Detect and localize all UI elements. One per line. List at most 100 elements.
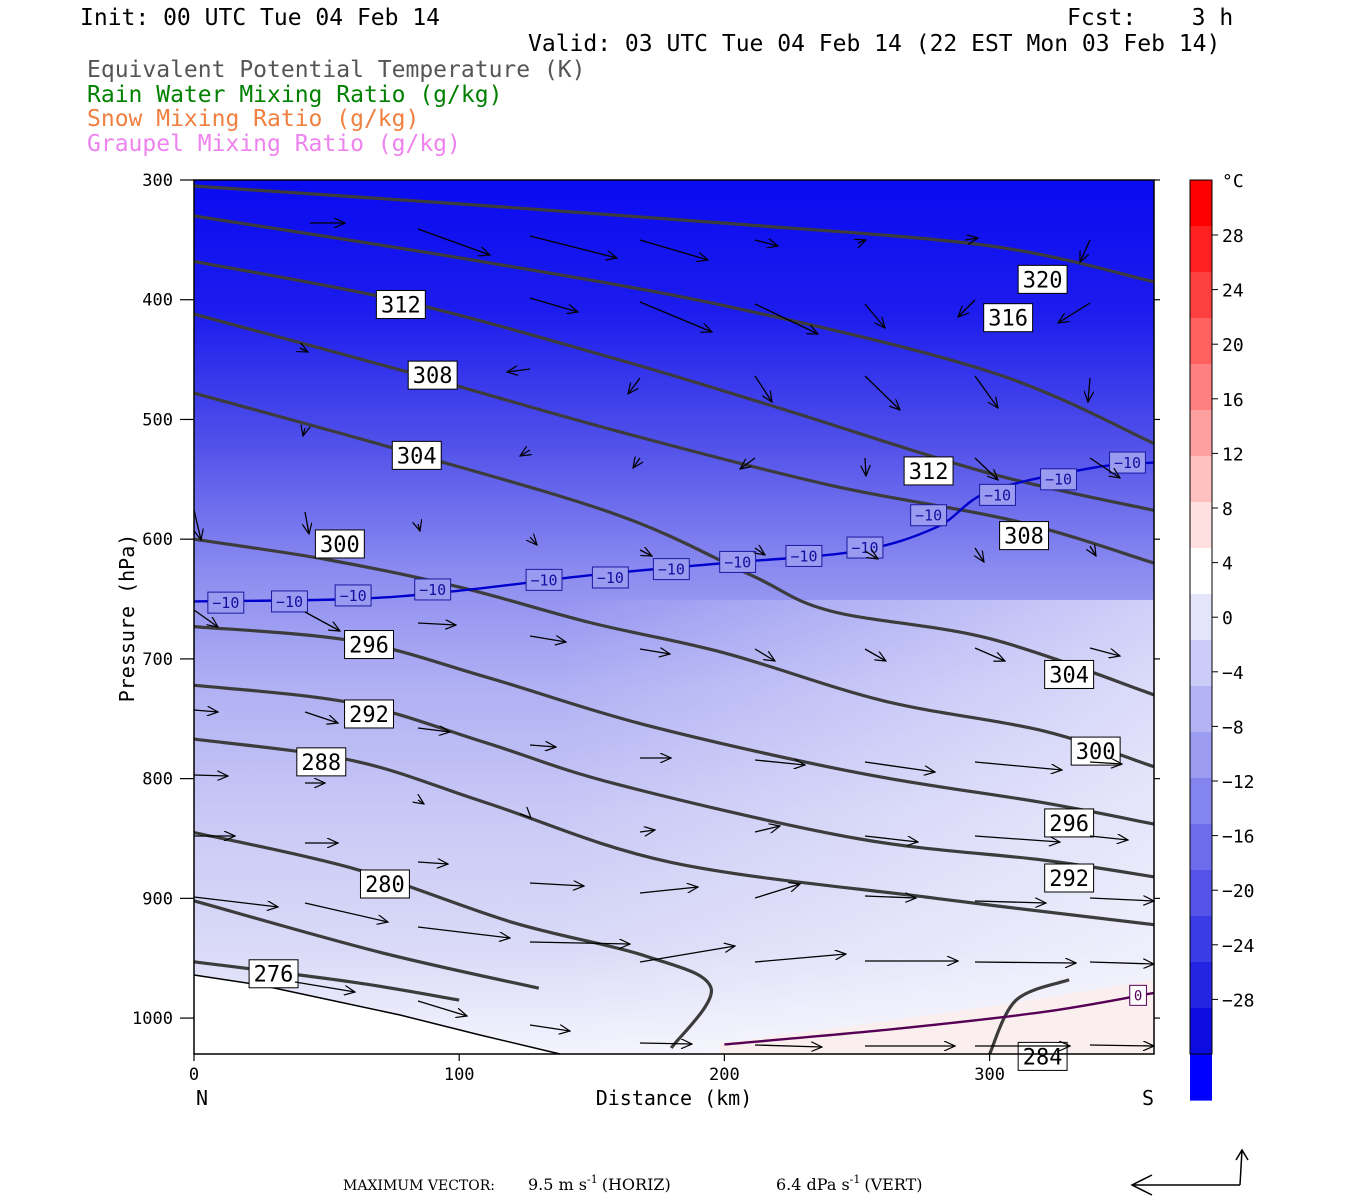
- wind-vector: [193, 775, 228, 776]
- isotherm-label-minus10: −10: [276, 593, 303, 611]
- wind-vector: [754, 884, 800, 899]
- wind-vector: [628, 377, 641, 394]
- isotherm-label-minus10-box: [979, 483, 1016, 506]
- colorbar-swatch: [1190, 824, 1212, 871]
- wind-vector: [864, 835, 918, 842]
- theta-e-label-312: 312: [381, 293, 421, 318]
- wind-vector: [864, 761, 935, 772]
- wind-vector: [974, 901, 1046, 903]
- y-tick-label: 800: [142, 770, 173, 790]
- wind-vector: [303, 428, 305, 436]
- x-tick-label: 0: [189, 1065, 199, 1085]
- isotherm-zero-line: [724, 991, 1155, 1046]
- theta-e-label-284-box: [1017, 1041, 1068, 1071]
- wind-vector: [864, 551, 878, 559]
- theta-e-contour-316: [193, 214, 1155, 445]
- wind-vector: [1089, 836, 1128, 840]
- isotherm-label-zero-box: [1129, 984, 1147, 1006]
- isotherm-label-minus10: −10: [984, 486, 1011, 504]
- theta-e-label-296: 296: [349, 633, 389, 658]
- wind-vector: [529, 297, 578, 312]
- wind-vector: [417, 623, 456, 625]
- wind-vector: [417, 728, 450, 732]
- colorbar-swatch: [1190, 778, 1212, 825]
- wind-vector: [974, 761, 1062, 770]
- wind-vector: [858, 240, 866, 243]
- y-tick-label: 500: [142, 410, 173, 430]
- isotherm-label-minus10-box: [1040, 468, 1077, 491]
- isotherm-label-minus10-box: [525, 568, 563, 591]
- wind-vector: [1080, 239, 1091, 262]
- wind-vector: [864, 896, 916, 898]
- theta-e-contour-280: [193, 899, 540, 990]
- colorbar-tick-label: 16: [1222, 390, 1244, 411]
- isotherm-label-minus10-box: [719, 550, 757, 573]
- wind-vector: [304, 902, 388, 922]
- y-axis-label: Pressure (hPa): [115, 534, 139, 703]
- isotherm-label-zero: 0: [1134, 988, 1142, 1004]
- wind-vector: [974, 457, 998, 480]
- colorbar-swatch: [1190, 1008, 1212, 1055]
- isotherm-label-minus10-box: [334, 584, 372, 607]
- field-label-rain: Rain Water Mixing Ratio (g/kg): [87, 82, 503, 108]
- theta-e-contour-284-east: [988, 978, 1070, 1055]
- field-label-snow: Snow Mixing Ratio (g/kg): [87, 106, 420, 132]
- isotherm-label-minus10-box: [207, 591, 245, 614]
- theta-e-contour-300: [193, 537, 1155, 769]
- wind-vector: [417, 228, 490, 255]
- wind-vector: [529, 1024, 570, 1031]
- wind-vector: [304, 711, 338, 723]
- wind-vector: [417, 926, 510, 938]
- wind-vector: [639, 649, 670, 654]
- colorbar-swatch: [1190, 686, 1212, 733]
- theta-e-label-312: 312: [909, 460, 949, 485]
- wind-vector: [754, 303, 818, 334]
- wind-vector: [529, 636, 566, 642]
- wind-vector: [507, 369, 531, 372]
- wind-vector: [529, 942, 630, 944]
- colorbar-tick-label: −24: [1222, 936, 1255, 957]
- wind-vectors: [193, 223, 1154, 1047]
- y-tick-label: 1000: [132, 1009, 173, 1029]
- wind-vector: [305, 511, 309, 534]
- colorbar-swatch: [1190, 548, 1212, 595]
- y-tick-label: 600: [142, 530, 173, 550]
- wind-vector: [639, 550, 652, 556]
- theta-e-label-304: 304: [1049, 663, 1089, 688]
- colorbar-tick-label: 8: [1222, 499, 1233, 520]
- theta-e-label-288: 288: [301, 751, 341, 776]
- isotherm-label-minus10: −10: [1045, 471, 1072, 489]
- colorbar-swatch: [1190, 870, 1212, 917]
- wind-vector: [193, 609, 218, 627]
- field-label-graupel: Graupel Mixing Ratio (g/kg): [87, 131, 461, 157]
- wind-vector: [974, 375, 998, 408]
- wind-vector: [639, 830, 655, 832]
- theta-e-label-304-box: [1044, 659, 1095, 689]
- colorbar-tick-label: 0: [1222, 608, 1233, 629]
- wind-vector: [865, 457, 866, 476]
- wind-vector: [754, 375, 772, 402]
- theta-e-label-292: 292: [349, 703, 389, 728]
- theta-e-label-300-box: [314, 529, 365, 559]
- isotherm-label-minus10-box: [591, 566, 629, 589]
- theta-e-label-304: 304: [397, 444, 437, 469]
- isotherm-label-minus10: −10: [419, 581, 446, 599]
- wind-vector: [1089, 457, 1120, 478]
- wind-vector: [633, 458, 640, 468]
- isotherm-label-minus10: −10: [597, 569, 624, 587]
- init-time: Init: 00 UTC Tue 04 Feb 14: [80, 5, 441, 31]
- isotherm-label-minus10: −10: [212, 594, 239, 612]
- wind-vector: [974, 962, 1076, 963]
- wind-vector: [1090, 546, 1096, 556]
- wind-vector: [639, 887, 698, 894]
- wind-vector: [864, 303, 885, 328]
- theta-e-label-308: 308: [1004, 525, 1044, 550]
- theta-e-label-316-box: [983, 303, 1034, 333]
- wind-vector: [754, 760, 805, 765]
- wind-vector: [418, 800, 424, 804]
- theta-e-label-284: 284: [1023, 1045, 1063, 1070]
- wind-vector: [975, 547, 984, 562]
- wind-vector: [529, 235, 617, 258]
- isotherm-label-minus10: −10: [851, 539, 878, 557]
